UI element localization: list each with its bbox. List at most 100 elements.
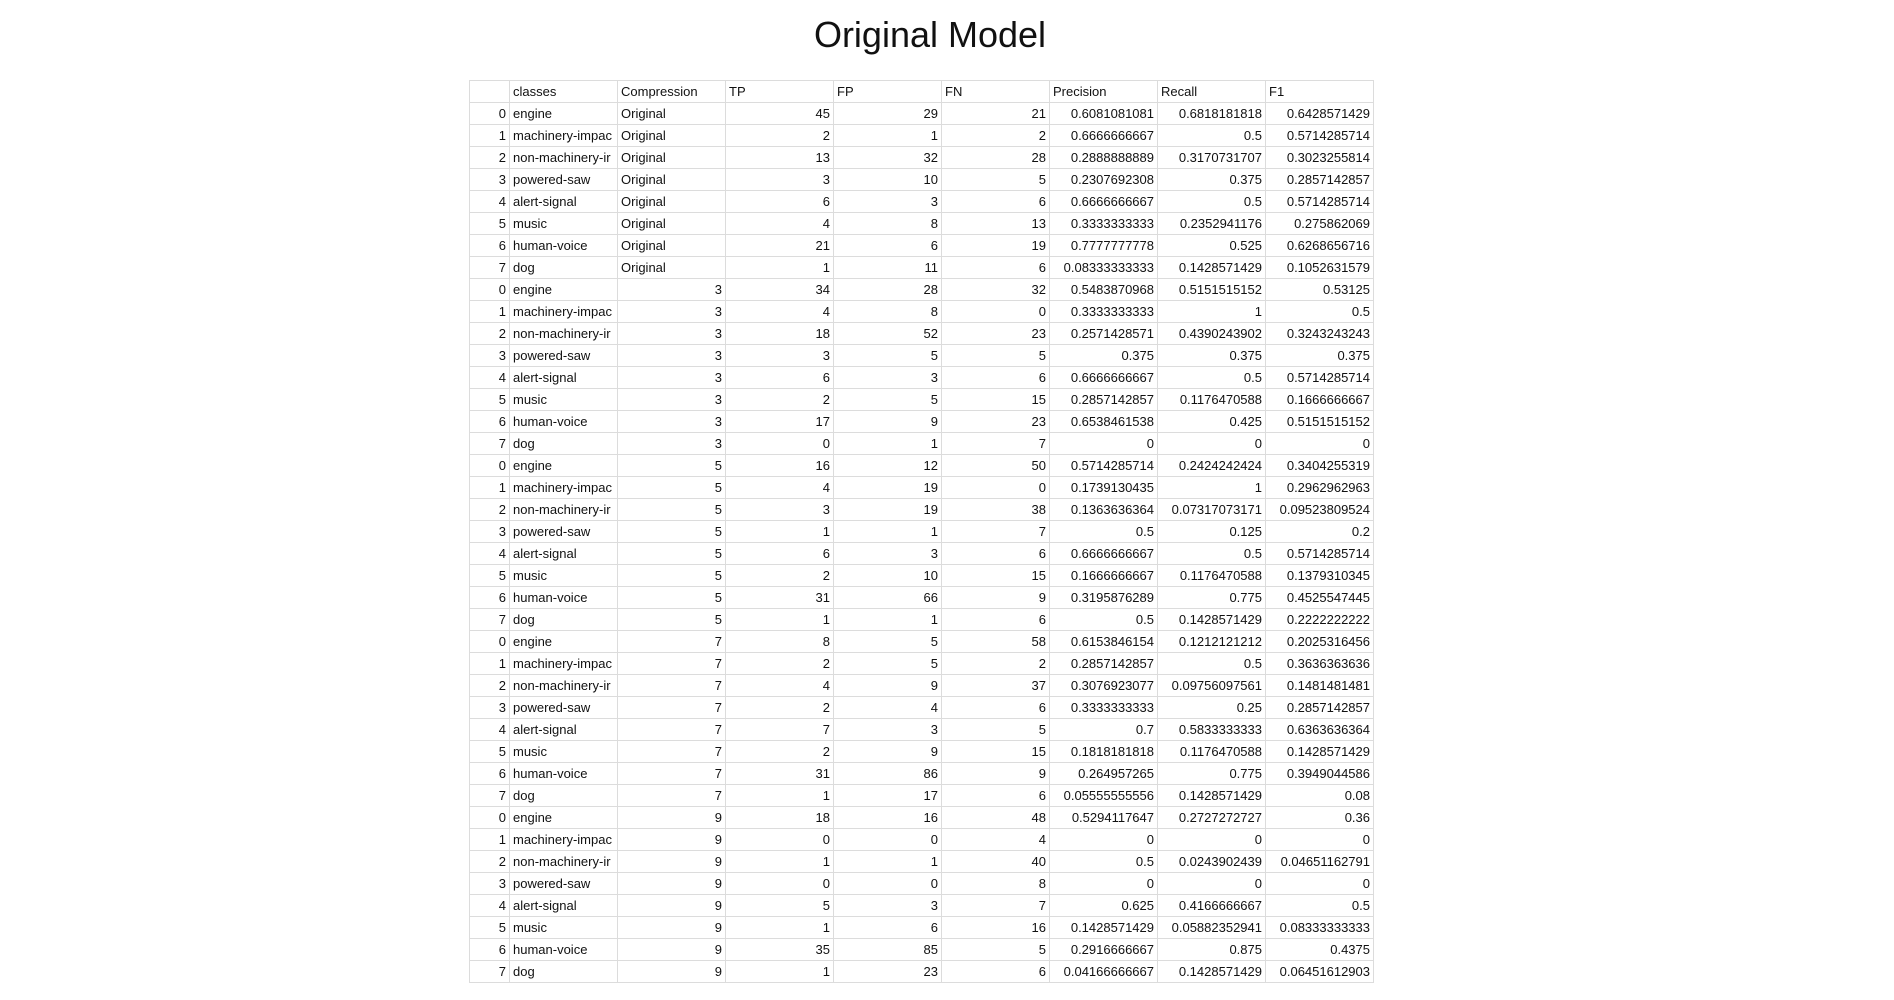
table-cell: 9 [617,850,726,873]
table-cell: 0.3333333333 [1049,300,1158,323]
table-cell: 0.1176470588 [1157,564,1266,587]
table-cell: alert-signal [509,190,618,213]
table-row: 0 engine 5 16 12 50 0.5714285714 0.2424242424 0.… [469,454,1374,477]
table-row: 4 alert-signal 5 6 3 6 0.6666666667 0.5 0.571428… [469,542,1374,565]
table-cell: 9 [617,806,726,829]
table-cell: 0.2307692308 [1049,168,1158,191]
table-cell: 5 [833,344,942,367]
table-cell: 0.6153846154 [1049,630,1158,653]
table-cell: 1 [1157,300,1266,323]
table-cell: music [509,740,618,763]
table-cell: 15 [941,564,1050,587]
table-cell: 0.625 [1049,894,1158,917]
table-cell: 0.5 [1157,542,1266,565]
table-cell: 0.6818181818 [1157,102,1266,125]
table-row: 6 human-voice 9 35 85 5 0.2916666667 0.875 0.437… [469,938,1374,961]
table-cell: 21 [941,102,1050,125]
table-cell: 11 [833,256,942,279]
table-cell: 7 [469,256,510,279]
table-cell: 0.3333333333 [1049,212,1158,235]
table-cell: 4 [469,894,510,917]
table-cell: 3 [617,410,726,433]
table-cell: engine [509,454,618,477]
column-header: TP [725,80,834,103]
table-cell: 0.1666666667 [1265,388,1374,411]
table-cell: 0.3170731707 [1157,146,1266,169]
table-cell: music [509,916,618,939]
table-cell: 1 [469,476,510,499]
table-cell: 0.5714285714 [1265,542,1374,565]
table-cell: 0.1212121212 [1157,630,1266,653]
table-cell: 4 [469,718,510,741]
table-cell: 0.425 [1157,410,1266,433]
table-cell: powered-saw [509,696,618,719]
table-cell: 19 [833,498,942,521]
table-cell: Original [617,168,726,191]
table-cell: 0.3949044586 [1265,762,1374,785]
table-cell: 9 [941,586,1050,609]
table-cell: 29 [833,102,942,125]
table-cell: 6 [941,256,1050,279]
table-cell: 0.5714285714 [1049,454,1158,477]
table-row: 7 dog 9 1 23 6 0.04166666667 0.1428571429 0.0645… [469,960,1374,983]
table-cell: dog [509,960,618,983]
table-cell: 3 [617,432,726,455]
table-cell: 0.2025316456 [1265,630,1374,653]
table-cell: 5 [469,564,510,587]
table-cell: 0.1363636364 [1049,498,1158,521]
table-cell: 28 [833,278,942,301]
table-cell: 7 [617,652,726,675]
table-cell: 0.4375 [1265,938,1374,961]
table-cell: 4 [941,828,1050,851]
table-cell: 0.5 [1049,608,1158,631]
table-cell: 0 [725,872,834,895]
table-cell: 7 [617,630,726,653]
table-cell: 10 [833,564,942,587]
table-cell: 0.6538461538 [1049,410,1158,433]
table-cell: 2 [725,564,834,587]
table-cell: machinery-impac [509,300,618,323]
table-cell: 16 [941,916,1050,939]
table-cell: 0 [469,278,510,301]
table-cell: 45 [725,102,834,125]
table-cell: 5 [617,586,726,609]
table-cell: 9 [833,674,942,697]
table-cell: 0.275862069 [1265,212,1374,235]
table-cell: 0.2857142857 [1265,696,1374,719]
table-cell: 0.6268656716 [1265,234,1374,257]
table-cell: 0.7777777778 [1049,234,1158,257]
table-cell: 0.3333333333 [1049,696,1158,719]
table-row: 5 music Original 4 8 13 0.3333333333 0.23529411… [469,212,1374,235]
table-cell: 18 [725,322,834,345]
table-row: 7 dog 5 1 1 6 0.5 0.1428571429 0.2222222222 [469,608,1374,631]
table-cell: 0 [833,828,942,851]
table-cell: 6 [469,762,510,785]
table-cell: 0.1176470588 [1157,388,1266,411]
table-cell: Original [617,124,726,147]
table-cell: 0.5714285714 [1265,366,1374,389]
table-row: 2 non-machinery-ir 7 4 9 37 0.3076923077 0.0975… [469,674,1374,697]
table-cell: 66 [833,586,942,609]
table-cell: 8 [941,872,1050,895]
table-cell: 0.525 [1157,234,1266,257]
table-cell: 3 [617,322,726,345]
table-cell: 0 [1265,828,1374,851]
table-cell: 5 [617,564,726,587]
table-cell: 1 [725,256,834,279]
table-cell: 0 [1049,828,1158,851]
table-cell: 0.09523809524 [1265,498,1374,521]
table-cell: 0.2857142857 [1049,388,1158,411]
table-row: 5 music 3 2 5 15 0.2857142857 0.1176470588 0.166… [469,388,1374,411]
table-cell: 2 [469,850,510,873]
table-cell: 7 [469,784,510,807]
table-cell: 0.6666666667 [1049,190,1158,213]
table-row: 2 non-machinery-ir 9 1 1 40 0.5 0.0243902439 0.0… [469,850,1374,873]
results-table-container: classes Compression TP FP FN Precision Recall F… [469,80,1374,983]
table-cell: alert-signal [509,542,618,565]
table-cell: 0.5294117647 [1049,806,1158,829]
table-cell: 37 [941,674,1050,697]
table-cell: 5 [941,718,1050,741]
table-cell: 4 [725,674,834,697]
table-row: 6 human-voice 7 31 86 9 0.264957265 0.775 0.3949… [469,762,1374,785]
table-cell: machinery-impac [509,828,618,851]
